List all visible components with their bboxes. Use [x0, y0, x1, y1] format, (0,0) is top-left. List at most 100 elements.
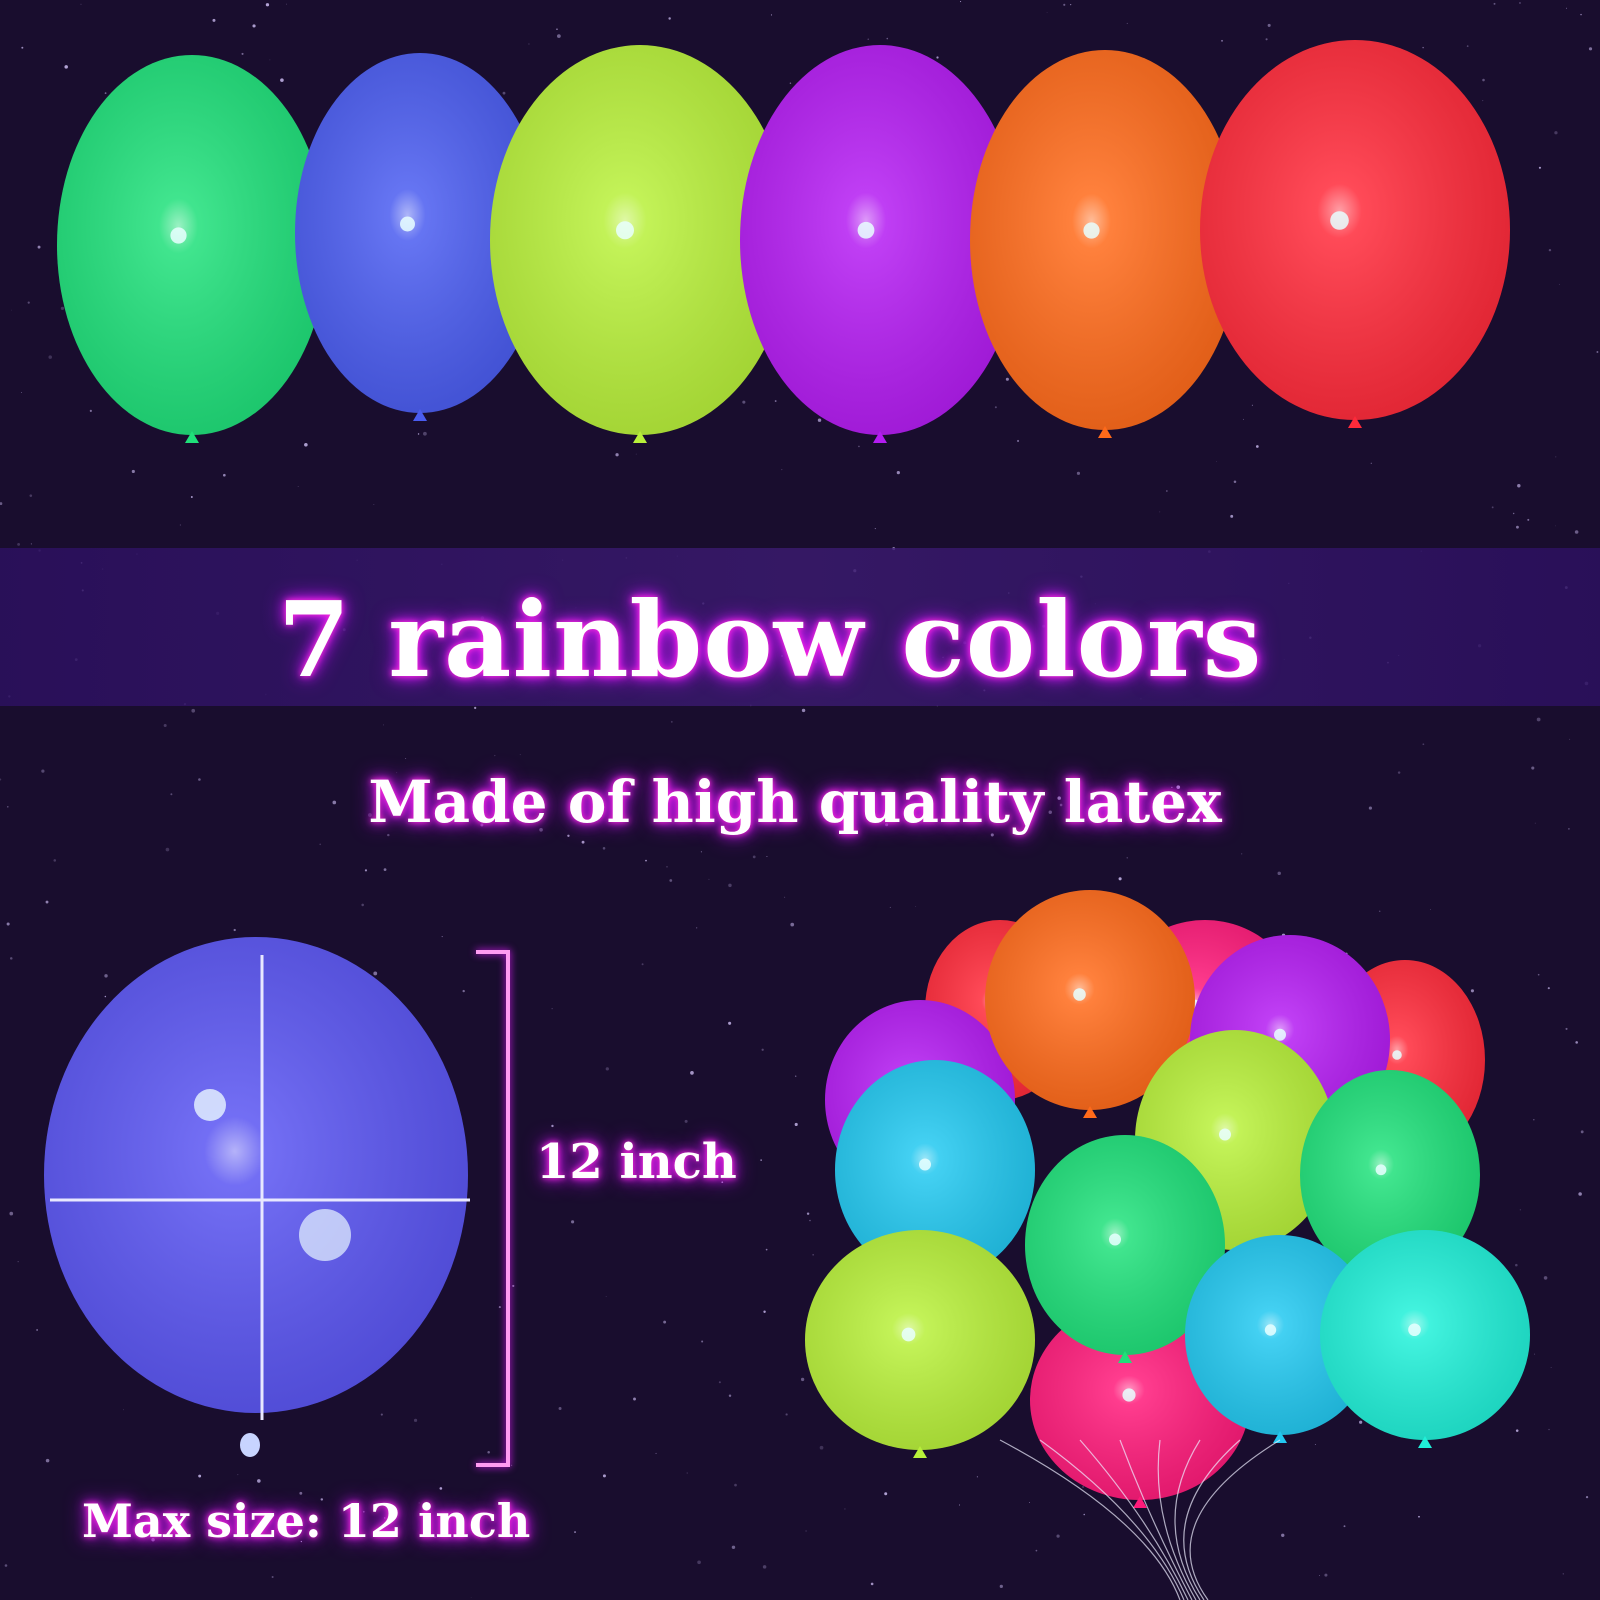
star: [1569, 738, 1571, 740]
star: [1534, 822, 1536, 824]
star: [0, 778, 2, 781]
star: [64, 65, 68, 69]
star: [1176, 785, 1181, 789]
star: [581, 840, 585, 844]
star: [241, 52, 244, 55]
star: [1580, 1130, 1584, 1134]
star: [1547, 987, 1550, 990]
star: [1418, 1515, 1420, 1518]
star: [765, 1248, 768, 1251]
star: [413, 1418, 418, 1422]
star: [21, 392, 23, 394]
star: [763, 1310, 766, 1313]
balloon: [835, 1060, 1035, 1288]
star: [1512, 512, 1515, 515]
balloon: [740, 45, 1020, 443]
star: [664, 1162, 667, 1165]
star: [990, 833, 994, 837]
star: [684, 1119, 688, 1123]
star: [721, 1181, 724, 1184]
star: [1070, 4, 1072, 6]
subline: Made of high quality latex: [368, 768, 1222, 836]
star: [752, 855, 756, 859]
star: [45, 1458, 50, 1463]
star: [1585, 1496, 1589, 1499]
star: [198, 778, 201, 781]
size-label: 12 inch: [536, 1134, 737, 1190]
star: [332, 800, 337, 805]
star: [590, 1171, 593, 1174]
star: [462, 989, 465, 993]
star: [870, 1582, 874, 1586]
star: [1482, 78, 1485, 82]
star: [480, 823, 484, 827]
star: [886, 37, 889, 40]
star: [812, 1254, 814, 1256]
star: [574, 1531, 576, 1533]
star: [179, 524, 181, 526]
star: [387, 833, 390, 837]
balloon: [57, 55, 327, 443]
star: [551, 1008, 553, 1010]
star: [1491, 506, 1494, 509]
star: [1548, 248, 1552, 252]
star: [1277, 871, 1281, 876]
star: [959, 1504, 961, 1506]
star: [1029, 1502, 1030, 1504]
star: [1537, 973, 1540, 976]
star: [701, 1340, 704, 1343]
size-balloon: [44, 937, 470, 1457]
star: [21, 46, 24, 49]
star: [867, 38, 869, 40]
star: [9, 1211, 14, 1216]
star: [1515, 1263, 1518, 1267]
star: [690, 1071, 694, 1075]
star: [774, 400, 777, 402]
star: [433, 1535, 437, 1538]
star: [1548, 1428, 1550, 1431]
star: [1063, 3, 1066, 6]
star: [1265, 38, 1268, 41]
star: [567, 834, 570, 837]
star: [805, 1530, 807, 1532]
star: [790, 922, 795, 927]
balloon: [1320, 1230, 1530, 1448]
star: [9, 957, 13, 960]
star: [53, 859, 57, 862]
star: [269, 59, 271, 61]
star: [426, 1529, 428, 1531]
star: [304, 443, 308, 447]
star: [80, 3, 82, 5]
star: [257, 1479, 261, 1483]
star: [874, 528, 876, 530]
star: [1422, 743, 1425, 746]
star: [884, 1492, 888, 1496]
star: [151, 1538, 155, 1542]
star: [11, 309, 12, 311]
star: [708, 809, 710, 811]
star: [844, 1508, 846, 1510]
balloon: [295, 53, 545, 421]
star: [1314, 1443, 1316, 1446]
star: [789, 82, 792, 85]
star: [1319, 1575, 1320, 1576]
star: [418, 1502, 420, 1504]
star: [731, 1545, 736, 1550]
star: [1359, 1420, 1363, 1424]
star: [1017, 439, 1020, 442]
star: [1482, 100, 1484, 102]
star: [1159, 511, 1161, 513]
star: [1578, 1192, 1582, 1196]
star: [669, 879, 673, 882]
star: [806, 1212, 810, 1215]
star: [800, 1377, 805, 1382]
star: [29, 494, 33, 497]
max-size-label: Max size: 12 inch: [82, 1494, 531, 1548]
star: [1568, 827, 1570, 830]
star: [1550, 1367, 1552, 1368]
star: [384, 1517, 386, 1519]
star: [368, 813, 372, 817]
star: [48, 355, 52, 359]
star: [163, 724, 167, 728]
